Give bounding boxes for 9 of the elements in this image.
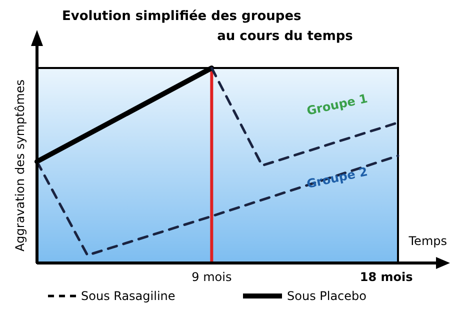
text: Groupe 1 [305, 91, 369, 118]
text: Sous Rasagiline [81, 289, 176, 303]
x-tick-label: 18 mois [360, 270, 413, 284]
x-axis-title: Temps [408, 234, 447, 248]
y-axis-title: Aggravation des symptômes [13, 79, 27, 252]
legend-label: Sous Placebo [287, 289, 366, 303]
x-tick-label: 9 mois [192, 270, 232, 284]
text: Groupe 2 [305, 164, 369, 192]
chart-title: Evolution simplifiée des groupes au cours du temps [62, 9, 354, 44]
